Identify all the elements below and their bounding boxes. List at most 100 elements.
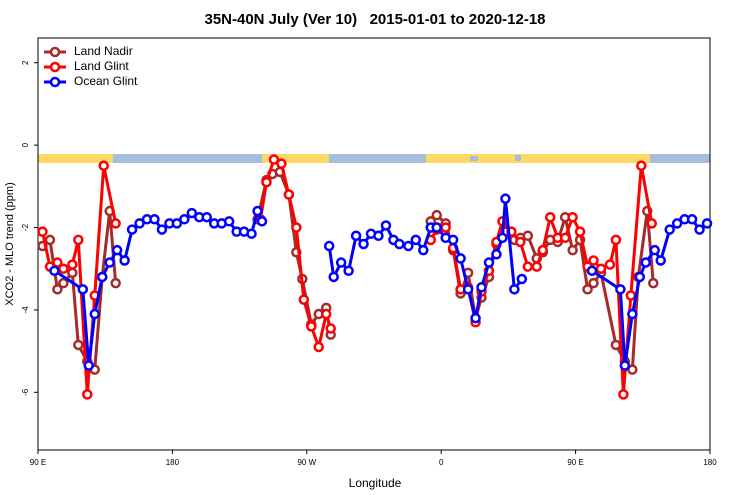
data-point [447, 234, 459, 246]
data-point [126, 224, 138, 235]
data-point [111, 244, 123, 256]
data-point [110, 277, 121, 289]
data-point [636, 160, 647, 171]
data-point [268, 154, 280, 165]
data-point [440, 222, 451, 233]
data-point [544, 211, 556, 223]
data-point [701, 218, 713, 229]
data-point [671, 218, 683, 229]
data-point [77, 284, 89, 295]
data-point [52, 284, 63, 295]
ocean-strip [329, 154, 426, 163]
data-point [179, 214, 190, 225]
data-point [522, 230, 534, 242]
data-point [350, 230, 362, 242]
data-point [509, 284, 520, 295]
data-point [380, 220, 392, 231]
data-point [58, 263, 69, 274]
series-line [41, 158, 654, 396]
data-point [171, 218, 183, 229]
data-point [655, 255, 666, 266]
data-point [323, 240, 335, 252]
data-point [615, 284, 626, 295]
x-tick-label: 180 [166, 458, 180, 467]
y-tick-label: -6 [21, 388, 30, 396]
land-strip [38, 154, 113, 163]
legend-label: Land Glint [74, 59, 129, 73]
data-point [73, 234, 84, 246]
y-tick-label: -2 [21, 223, 30, 231]
data-point [73, 339, 84, 351]
data-point [149, 214, 160, 225]
data-point [246, 228, 257, 239]
data-point [98, 160, 109, 171]
data-point [49, 265, 60, 277]
data-point [96, 271, 108, 283]
data-point [686, 214, 698, 225]
data-point [403, 240, 414, 252]
data-point [646, 218, 658, 229]
data-point [201, 211, 212, 223]
data-point [537, 244, 548, 256]
x-tick-label: 0 [439, 458, 444, 467]
data-point [328, 271, 339, 283]
data-point [625, 290, 637, 301]
data-point [261, 176, 272, 188]
land-strip [262, 154, 329, 163]
legend-label: Land Nadir [74, 44, 133, 58]
data-point [89, 308, 100, 320]
data-point [664, 224, 675, 235]
data-point [418, 244, 429, 256]
data-point [522, 261, 534, 272]
data-point [470, 312, 481, 324]
data-point [483, 257, 495, 268]
data-point [44, 234, 56, 246]
legend-marker [49, 46, 61, 58]
data-point [610, 339, 622, 351]
data-point [83, 360, 95, 371]
data-point [588, 277, 599, 289]
data-point [640, 257, 652, 268]
data-point [283, 189, 295, 200]
data-point [595, 263, 607, 274]
data-point [223, 216, 235, 227]
data-point [491, 249, 502, 260]
data-point [559, 232, 571, 244]
data-point [648, 277, 659, 289]
data-point [574, 226, 586, 237]
chart-title: 35N-40N July (Ver 10) 2015-01-01 to 2020… [204, 11, 545, 28]
legend-label: Ocean Glint [74, 74, 138, 88]
data-point [619, 360, 631, 371]
plot-frame [37, 37, 711, 451]
data-point [335, 257, 347, 268]
y-axis-label: XCO2 - MLO trend (ppm) [4, 182, 16, 305]
data-point [627, 308, 638, 320]
y-tick-label: 2 [21, 60, 30, 65]
data-point [110, 218, 121, 229]
data-point [373, 230, 384, 242]
data-point [156, 224, 168, 235]
data-point [515, 236, 526, 248]
data-point [104, 257, 115, 268]
data-point [67, 267, 78, 279]
data-point [582, 284, 593, 295]
data-point [276, 158, 287, 169]
data-point [476, 282, 487, 293]
data-point [431, 222, 442, 233]
data-point [586, 265, 598, 277]
data-point [291, 222, 302, 233]
data-point [694, 224, 705, 235]
data-point [604, 259, 616, 270]
ocean-strip [113, 154, 262, 163]
x-axis-label: Longitude [349, 476, 402, 490]
x-tick-label: 180 [703, 458, 717, 467]
data-point [567, 211, 578, 223]
data-point [186, 207, 198, 219]
x-tick-label: 90 E [30, 458, 46, 467]
data-point [497, 232, 508, 244]
data-point [634, 271, 646, 283]
data-point [649, 244, 660, 256]
data-point [431, 209, 442, 221]
